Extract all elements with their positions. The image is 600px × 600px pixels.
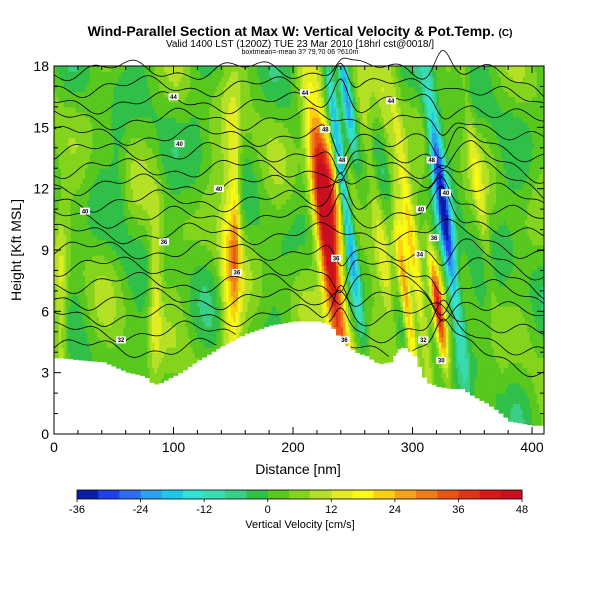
colorbar-swatch [161, 490, 184, 499]
theta-contour [53, 172, 545, 219]
colorbar-swatch [437, 490, 459, 499]
colorbar-swatch [140, 490, 163, 499]
colorbar-swatch [331, 490, 353, 499]
colorbar-swatch [416, 490, 438, 499]
contour-label: 32 [115, 336, 126, 344]
colorbar-frame [76, 489, 523, 500]
colorbar-tick-label: 12 [325, 504, 337, 516]
contour-label: 44 [386, 97, 397, 105]
colorbar-swatch [77, 490, 99, 499]
theta-contours [53, 49, 545, 378]
y-tick-label: 6 [41, 303, 49, 319]
colorbar-swatch [458, 490, 481, 499]
colorbar-swatch [246, 490, 269, 499]
chart-subtitle-2: boxtmean=-mean 3? 79,?0 06 ?610m [242, 49, 359, 56]
contour-label: 36 [429, 234, 440, 242]
colorbar-swatch [479, 490, 502, 499]
contour-labels: 44 44 44 40 40 40 36 36 32 48 48 36 36 48 40 40 36 34 32 30 [80, 89, 451, 365]
theta-contour [53, 62, 545, 104]
theta-contour [53, 140, 545, 184]
x-tick-label: 300 [401, 439, 425, 455]
y-tick-label: 15 [33, 119, 49, 135]
x-axis-label: Distance [nm] [255, 461, 341, 477]
contour-label: 48 [320, 125, 331, 134]
contour-label: 44 [168, 93, 179, 101]
theta-contour [53, 158, 545, 200]
colorbar-tick-label: 36 [452, 504, 464, 516]
colorbar-tick-label: 24 [389, 504, 401, 516]
theta-contour [53, 271, 545, 316]
contour-label: 48 [337, 156, 348, 164]
colorbar-swatch [288, 490, 311, 499]
x-tick-label: 0 [50, 439, 58, 455]
theta-contour [53, 287, 544, 322]
chart-title: Wind-Parallel Section at Max W: Vertical… [88, 23, 513, 39]
colorbar-swatch [500, 490, 523, 499]
contour-label: 36 [158, 238, 169, 246]
contour-label: 36 [339, 336, 350, 344]
theta-contour [53, 256, 545, 300]
terrain [54, 321, 544, 434]
colorbar-swatch [204, 490, 226, 499]
colorbar-swatch [225, 490, 247, 499]
colorbar-label: Vertical Velocity [cm/s] [245, 519, 354, 531]
contour-label: 40 [415, 205, 426, 213]
colorbar: -36 -24 -12 0 12 24 36 48 [69, 489, 528, 516]
contour-label: 34 [414, 250, 425, 258]
contour-label: 44 [299, 89, 310, 97]
colorbar-tick-label: -12 [196, 504, 212, 516]
contour-label: 40 [213, 185, 224, 193]
y-tick-label: 0 [41, 426, 49, 442]
contour-label: 30 [436, 356, 447, 365]
colorbar-swatch [182, 490, 205, 499]
theta-contour [53, 299, 545, 356]
y-tick-label: 12 [33, 181, 49, 197]
chart-subtitle: Valid 1400 LST (1200Z) TUE 23 Mar 2010 [… [166, 39, 434, 50]
y-tick-label: 18 [33, 58, 49, 74]
contour-label: 40 [441, 189, 451, 197]
x-axis: 0 100 200 300 400 [50, 66, 544, 455]
x-tick-label: 400 [520, 439, 544, 455]
theta-contour [53, 238, 545, 281]
x-tick-label: 200 [281, 439, 305, 455]
theta-contour [53, 284, 545, 335]
plot-area: 44 44 44 40 40 40 36 36 32 48 48 36 36 48 40 40 36 34 32 30 [53, 49, 545, 435]
theta-contour [53, 107, 545, 141]
contour-label: 40 [80, 207, 91, 215]
theta-contour [53, 78, 545, 122]
colorbar-swatch [267, 490, 290, 499]
contour-label: 36 [231, 268, 242, 277]
theta-contour [53, 218, 545, 259]
colorbar-tick-label: -24 [133, 504, 149, 516]
colorbar-tick-label: 48 [516, 504, 528, 516]
y-tick-label: 9 [41, 242, 49, 258]
colorbar-swatch [310, 490, 332, 499]
theta-contour [53, 318, 545, 378]
x-tick-label: 100 [162, 439, 186, 455]
theta-contour [53, 49, 545, 98]
velocity-field [54, 66, 545, 430]
theta-contour [53, 169, 545, 204]
contour-label: 36 [331, 254, 342, 262]
y-axis-label: Height [Kft MSL] [8, 199, 24, 301]
colorbar-swatch [352, 490, 375, 499]
contour-label: 40 [174, 140, 185, 148]
colorbar-swatch [119, 490, 141, 499]
colorbar-tick-label: 0 [265, 504, 271, 516]
contour-label: 48 [426, 156, 437, 164]
theta-contour [53, 185, 545, 237]
y-tick-label: 3 [41, 365, 49, 381]
theta-contour [53, 124, 545, 163]
colorbar-swatch [373, 490, 396, 499]
contour-label: 32 [418, 336, 429, 344]
colorbar-swatch [98, 490, 120, 499]
colorbar-tick-label: -36 [69, 504, 85, 516]
colorbar-swatch [394, 490, 417, 499]
